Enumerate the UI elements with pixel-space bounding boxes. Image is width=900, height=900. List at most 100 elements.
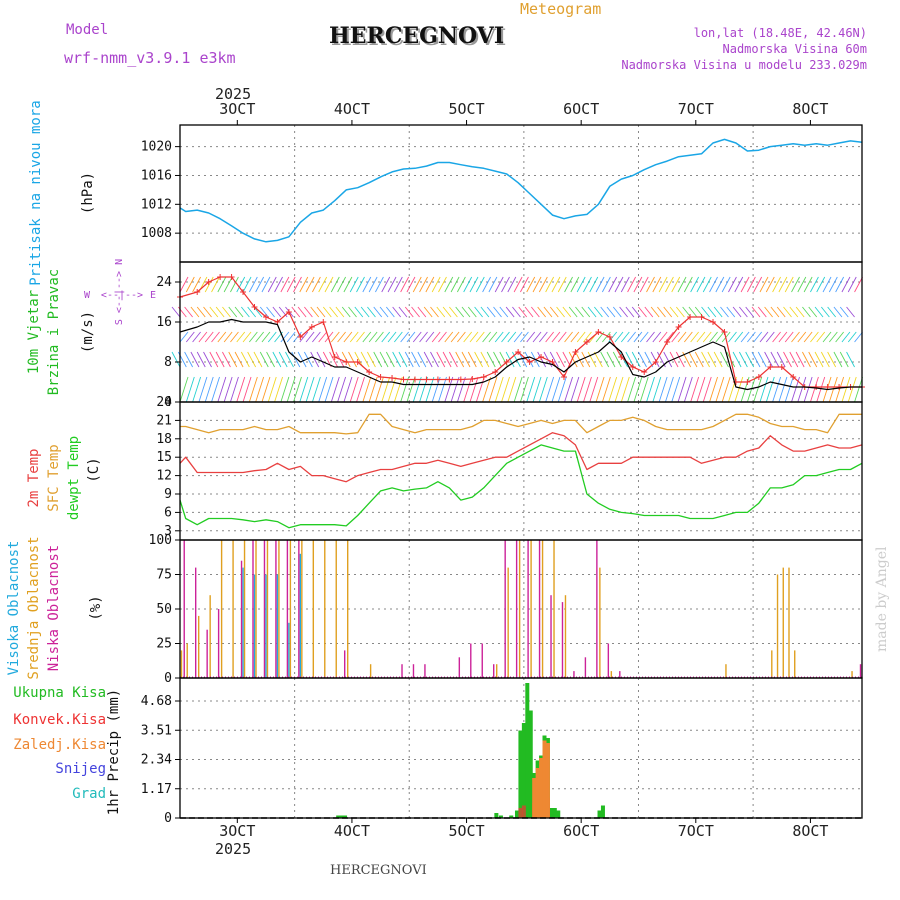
wind-axis-title-1: 10m Vjetar [26,290,42,374]
wind-direction-barb [223,331,233,343]
day-tick-label-bottom: 7OCT [678,822,714,840]
wind-direction-barb [223,376,233,403]
wind-direction-barb [644,306,654,318]
wind-direction-barb [770,351,780,368]
day-tick-label-bottom: 6OCT [563,822,599,840]
wind-direction-barb [450,331,460,343]
wind-direction-barb [457,331,466,343]
wind-direction-barb [765,376,775,403]
wind-direction-barb [833,306,843,318]
wind-direction-barb [532,331,542,343]
wind-background-layer [171,276,863,403]
wind-direction-barb [854,376,863,403]
precip-bar-0 [597,810,602,818]
wind-gust-marker [457,376,464,383]
wind-direction-barb [280,331,290,343]
wind-direction-barb [192,376,202,403]
wind-gust-marker [538,354,545,360]
wind-direction-barb [557,276,567,293]
y-tick-label: 21 [156,413,172,428]
wind-direction-barb [513,331,523,343]
wind-direction-barb [839,306,849,318]
wind-gust-marker [366,369,373,375]
wind-direction-barb [778,376,788,403]
wind-direction-barb [393,376,403,403]
wind-gust-marker [583,339,590,345]
wind-direction-barb [501,376,510,403]
wind-direction-barb [442,306,452,318]
wind-direction-barb [425,276,435,293]
wind-direction-barb [702,276,712,293]
wind-direction-barb [286,376,296,403]
wind-direction-barb [822,331,832,343]
wind-direction-barb [734,376,744,403]
wind-direction-barb [381,331,391,343]
wind-direction-barb [469,331,479,343]
wind-direction-barb [701,306,710,318]
station-title: HERCEGNOVI [329,23,504,49]
wind-direction-barb [425,376,435,403]
wind-direction-barb [217,331,227,343]
wind-direction-barb [728,331,737,343]
wind-direction-barb [650,351,660,368]
wind-gust-marker [560,374,567,380]
wind-direction-barb [627,276,636,293]
wind-direction-barb [810,276,819,293]
y-tick-label: 1.17 [141,782,172,797]
wind-gust-marker [709,319,716,325]
wind-direction-barb [526,376,536,403]
y-tick-label: 0 [164,395,172,410]
wind-direction-barb [293,276,302,293]
wind-direction-barb [406,376,416,403]
y-tick-label: 100 [149,533,172,548]
wind-direction-barb [602,331,611,343]
wind-direction-barb [291,306,301,318]
wind-direction-barb [846,306,855,318]
wind-direction-barb [738,351,748,368]
wind-direction-barb [475,376,485,403]
wind-direction-barb [564,276,573,293]
wind-direction-barb [759,331,769,343]
wind-direction-barb [469,376,479,403]
wind-direction-barb [425,331,435,343]
wind-direction-barb [482,331,491,343]
wind-direction-barb [211,376,220,403]
wind-direction-barb [204,276,214,293]
wind-direction-barb [494,376,504,403]
wind-direction-barb [274,276,283,293]
wind-direction-barb [455,351,465,368]
wind-direction-barb [524,351,534,368]
wind-direction-barb [463,376,473,403]
wind-direction-barb [633,376,643,403]
sfc-temp-axis-title: SFC Temp [46,444,62,511]
wind-direction-barb [709,276,718,293]
wind-direction-barb [583,276,592,293]
wind-direction-barb [198,331,208,343]
wind-direction-barb [619,306,628,318]
wind-direction-barb [675,306,685,318]
wind-direction-barb [564,331,573,343]
wind-direction-barb [387,276,397,293]
wind-direction-barb [329,306,338,318]
wind-direction-barb [841,331,851,343]
y-tick-label: 6 [164,505,172,520]
wind-direction-barb [456,376,466,403]
wind-direction-barb [646,331,655,343]
wind-direction-barb [368,276,378,293]
compass-horizontal-arrow: <--|--> [101,290,143,301]
wind-direction-barb [192,331,201,343]
wind-direction-barb [822,276,832,293]
wind-direction-barb [280,276,290,293]
wind-direction-barb [751,351,761,368]
wind-direction-barb [417,351,427,368]
wind-direction-barb [209,351,219,368]
wind-direction-barb [665,276,674,293]
precip-bar-0 [498,815,503,818]
wind-direction-barb [236,376,246,403]
wind-direction-barb [581,306,591,318]
wind-direction-barb [171,306,181,318]
wind-direction-barb [803,376,813,403]
wind-direction-barb [267,376,277,403]
wind-direction-barb [360,306,370,318]
wind-direction-barb [286,276,296,293]
